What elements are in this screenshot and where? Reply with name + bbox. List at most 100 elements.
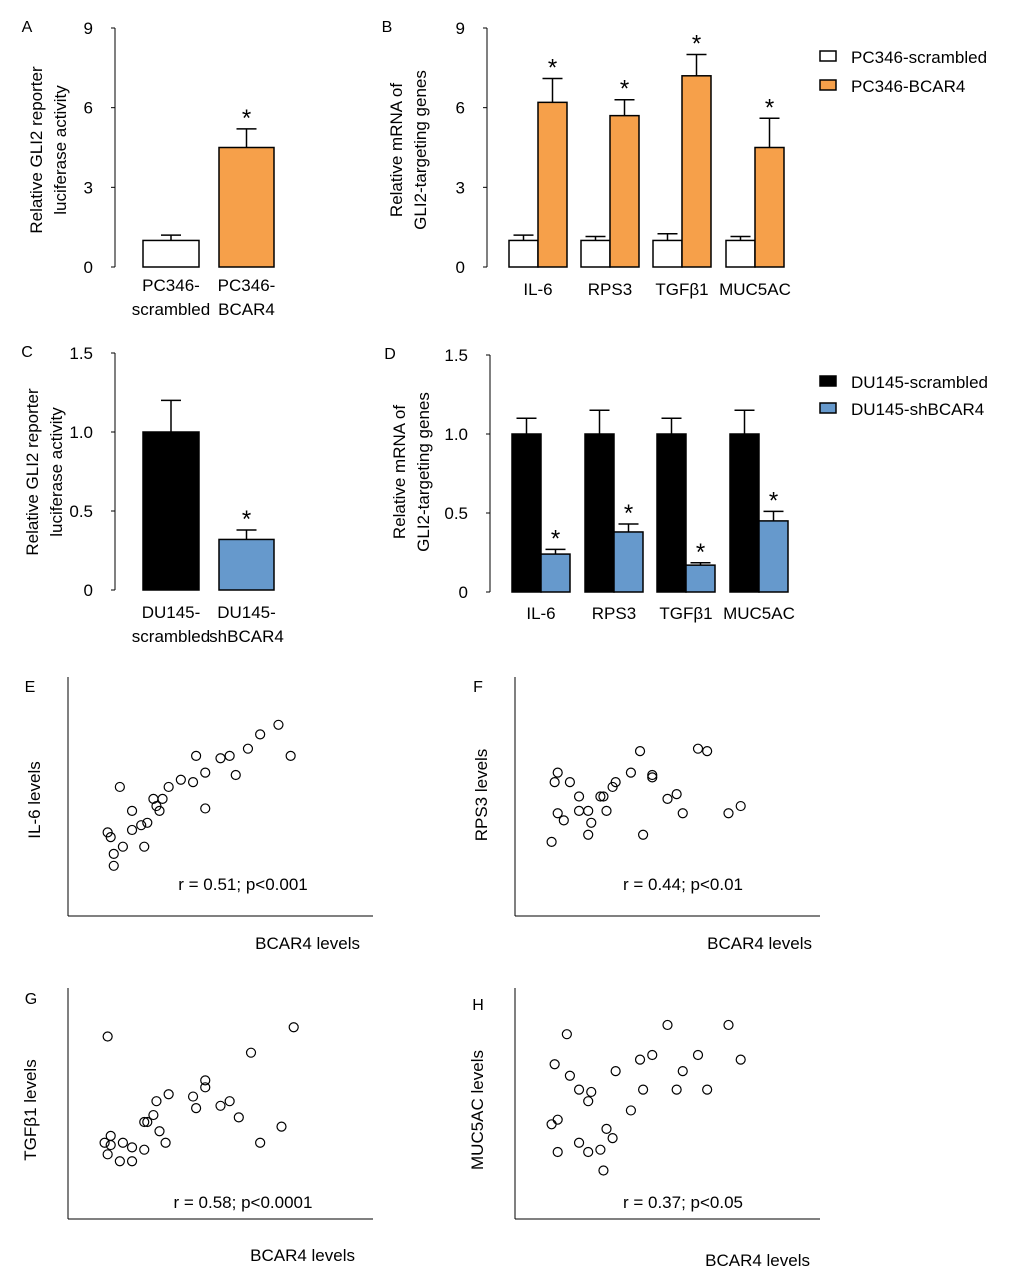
x-axis-label: BCAR4 levels	[705, 1251, 810, 1270]
scatter-point	[573, 1137, 585, 1148]
scatter-point	[160, 1137, 171, 1148]
scatter-point	[157, 793, 168, 804]
x-tick-label: scrambled	[132, 627, 210, 646]
scatter-point	[634, 745, 646, 757]
scatter-point	[200, 767, 211, 778]
y-axis-label: GLI2-targeting genes	[414, 392, 433, 552]
scatter-point	[142, 817, 153, 828]
legend-swatch	[819, 402, 837, 414]
y-axis-label: Relative GLI2 reporter	[23, 388, 42, 556]
significance-marker: *	[551, 525, 560, 552]
y-tick-label: 6	[456, 99, 465, 118]
y-axis-label: GLI2-targeting genes	[411, 70, 430, 230]
panel-e: Er = 0.51; p<0.001 BCAR4 levels IL-6 level…	[25, 677, 373, 953]
scatter-point	[175, 774, 186, 785]
y-tick-label: 1.5	[69, 344, 93, 363]
y-tick-label: 3	[456, 178, 465, 197]
scatter-point	[148, 1109, 159, 1121]
scatter-point	[224, 750, 235, 761]
scatter-point	[573, 1084, 585, 1095]
scatter-point	[671, 1084, 682, 1095]
scatter-point	[114, 1156, 125, 1167]
scatter-point	[105, 832, 116, 843]
y-tick-label: 0	[84, 581, 93, 600]
panel-letter: G	[25, 991, 37, 1008]
x-tick-label: scrambled	[132, 300, 210, 319]
correlation-annotation: r = 0.58; p<0.0001	[174, 1193, 313, 1212]
scatter-point	[102, 1149, 113, 1160]
scatter-point	[637, 829, 649, 840]
scatter-point	[586, 817, 597, 828]
scatter-point	[126, 824, 138, 836]
scatter-point	[224, 1096, 235, 1107]
correlation-annotation: r = 0.37; p<0.05	[623, 1193, 743, 1212]
scatter-point	[637, 1084, 649, 1095]
scatter-point	[255, 1137, 266, 1148]
scatter-point	[285, 750, 296, 761]
bar	[511, 433, 542, 593]
scatter-point	[601, 1123, 612, 1135]
bar	[142, 431, 200, 591]
y-axis-label: TGFβ1 levels	[21, 1059, 40, 1160]
significance-marker: *	[692, 31, 701, 58]
scatter-point	[552, 1114, 563, 1125]
scatter-point	[564, 1070, 576, 1081]
y-axis-label: luciferase activity	[51, 85, 70, 215]
scatter-point	[187, 1091, 199, 1102]
x-tick-label: BCAR4	[218, 300, 275, 319]
panel-c: C 0 0.5 1.0 1.5 Relative GLI2 reporter lucifer…	[21, 344, 284, 646]
scatter-point	[625, 1105, 637, 1116]
scatter-point	[105, 1130, 116, 1141]
legend-swatch	[819, 79, 837, 91]
scatter-point	[598, 791, 609, 802]
bar	[729, 433, 760, 593]
scatter-point	[573, 791, 585, 802]
scatter-point	[200, 1082, 211, 1093]
legend-item: DU145-shBCAR4	[819, 400, 984, 419]
scatter-point	[692, 1049, 704, 1061]
x-tick-label: DU145-	[142, 603, 201, 622]
scatter-point	[595, 791, 606, 802]
scatter-point	[215, 1100, 226, 1111]
y-tick-label: 1.0	[69, 423, 93, 442]
scatter-point	[117, 1137, 129, 1148]
x-tick-label: MUC5AC	[719, 280, 791, 299]
scatter-point	[154, 1126, 165, 1137]
scatter-point	[561, 1029, 572, 1040]
panel-letter: H	[472, 997, 484, 1014]
scatter-point	[230, 769, 241, 781]
scatter-point	[245, 1047, 257, 1058]
y-tick-label: 9	[456, 19, 465, 38]
scatter-point	[163, 1089, 174, 1100]
scatter-point	[546, 836, 557, 848]
x-tick-label: RPS3	[588, 280, 632, 299]
scatter-point	[677, 808, 688, 819]
scatter-point	[723, 1019, 734, 1031]
scatter-point	[191, 1103, 202, 1114]
scatter-point	[552, 1146, 563, 1158]
scatter-point	[549, 1059, 560, 1070]
bar	[685, 564, 716, 593]
bar	[584, 433, 615, 593]
y-tick-label: 0	[456, 258, 465, 277]
scatter-point	[108, 860, 119, 871]
x-tick-label: IL-6	[526, 604, 555, 623]
scatter-point	[126, 1142, 138, 1153]
scatter-point	[276, 1121, 287, 1132]
legend-swatch	[819, 375, 837, 387]
panel-letter: D	[384, 346, 396, 363]
legend-swatch	[819, 50, 837, 62]
bar	[725, 239, 756, 268]
scatter-point	[723, 808, 734, 819]
x-tick-label: TGFβ1	[655, 280, 708, 299]
scatter-point	[702, 745, 713, 757]
x-tick-label: TGFβ1	[659, 604, 712, 623]
x-axis-label: BCAR4 levels	[250, 1246, 355, 1265]
significance-marker: *	[620, 76, 629, 103]
scatter-point	[126, 805, 138, 816]
significance-marker: *	[769, 487, 778, 514]
panel-h: Hr = 0.37; p<0.05 BCAR4 levels MUC5AC leve…	[468, 988, 820, 1270]
panel-letter: A	[22, 19, 33, 36]
x-tick-label: PC346-	[218, 276, 276, 295]
